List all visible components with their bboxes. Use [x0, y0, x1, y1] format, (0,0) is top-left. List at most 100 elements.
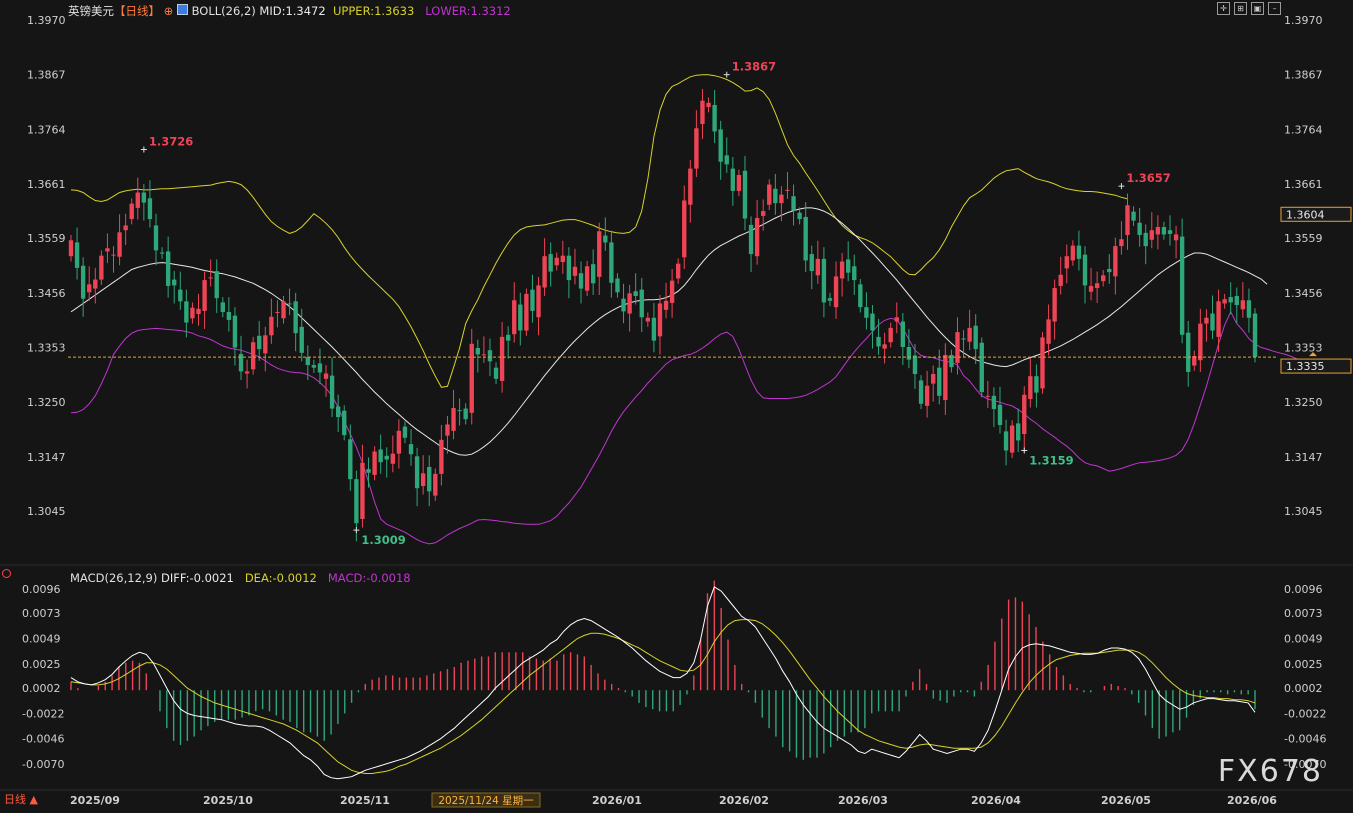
x-tick-label: 2026/05 [1101, 794, 1151, 807]
candle-body [323, 373, 329, 379]
candle-body [888, 327, 893, 343]
candle [979, 337, 984, 398]
macd-value: MACD:-0.0018 [327, 571, 411, 585]
candle-body [846, 259, 851, 273]
candle [1143, 224, 1148, 265]
candle [360, 444, 365, 528]
candle [876, 318, 881, 355]
candle-body [281, 301, 286, 319]
candle-body [1240, 300, 1246, 310]
candle-body [499, 336, 505, 381]
candle-body [912, 355, 918, 375]
candle [827, 292, 833, 307]
candle [499, 322, 505, 393]
candle [250, 336, 256, 375]
record-icon[interactable] [2, 569, 11, 578]
candle [730, 156, 736, 206]
period-selector[interactable]: 日线 ▲ [4, 793, 38, 806]
candle-body [651, 317, 657, 341]
candle [1198, 308, 1203, 372]
candle [536, 276, 541, 336]
candle [1137, 207, 1142, 247]
macd-y-tick-label-left: -0.0022 [22, 707, 64, 720]
candle-body [165, 251, 171, 286]
candle [918, 375, 924, 410]
candle [1234, 287, 1239, 324]
candle [791, 184, 796, 226]
candle [317, 348, 323, 385]
candle-body [560, 255, 566, 263]
boll-name[interactable]: BOLL(26,2) [191, 4, 256, 18]
candle-body [141, 192, 147, 203]
minimize-icon[interactable]: – [1268, 2, 1281, 15]
y-tick-label-right: 1.3764 [1284, 123, 1323, 136]
candle-body [190, 307, 195, 319]
candle-body [518, 304, 523, 331]
candle-body [1210, 313, 1215, 331]
candle-body [299, 326, 304, 353]
candle-body [1022, 394, 1027, 435]
grid-icon[interactable]: ⊞ [1234, 2, 1247, 15]
candle [669, 268, 675, 318]
candle [1149, 212, 1154, 249]
candle-body [815, 258, 821, 276]
candle [1167, 215, 1173, 246]
macd-diff-line [70, 586, 1256, 780]
candle-body [123, 225, 128, 231]
macd-name[interactable]: MACD(26,12,9) [70, 571, 158, 585]
candle [141, 184, 147, 221]
candle-body [536, 285, 541, 318]
extreme-price-label: 1.3867 [732, 60, 776, 74]
candle [554, 252, 559, 271]
candle-body [955, 332, 960, 363]
crosshair-icon[interactable]: ✛ [1217, 2, 1230, 15]
candle [1204, 309, 1209, 342]
candle [1252, 308, 1258, 363]
extreme-price-label: 1.3657 [1126, 171, 1170, 185]
y-tick-label-left: 1.3661 [27, 178, 66, 191]
candle-body [390, 453, 395, 464]
candle [688, 160, 693, 223]
candle [572, 248, 578, 285]
candle-body [1161, 227, 1167, 235]
candle [590, 249, 596, 295]
candle [1107, 254, 1112, 284]
candle [481, 336, 487, 363]
candle-body [475, 348, 480, 355]
candle [469, 328, 474, 425]
y-tick-label-left: 1.3147 [27, 451, 66, 464]
candle [80, 257, 86, 317]
settings-icon[interactable]: ⊕ [163, 4, 174, 18]
candle [475, 339, 480, 373]
candle-body [1155, 227, 1161, 235]
candle [159, 247, 165, 259]
candle [615, 273, 620, 298]
price-tag-last: 1.3335 [1280, 358, 1352, 374]
candle-body [263, 335, 268, 354]
x-tick-label: 2026/04 [971, 794, 1021, 807]
candle [287, 288, 292, 316]
candle-body [147, 198, 153, 220]
candle [924, 370, 930, 418]
candle [961, 329, 966, 358]
candle-body [1076, 245, 1082, 259]
candle-body [973, 325, 978, 350]
candle-body [1034, 376, 1039, 393]
candle-body [1107, 268, 1112, 273]
candle [457, 398, 462, 426]
macd-dea: DEA:-0.0012 [244, 571, 317, 585]
candle [973, 314, 978, 364]
candle [639, 277, 644, 333]
candle [888, 322, 893, 348]
candle [1082, 246, 1088, 304]
candle [754, 199, 760, 265]
macd-y-tick-label-right: -0.0046 [1284, 733, 1326, 746]
candle [931, 365, 936, 402]
watermark: FX678 [1217, 754, 1323, 789]
candle-body [524, 293, 529, 331]
window-icon[interactable]: ▣ [1251, 2, 1264, 15]
candle [1052, 279, 1057, 340]
candle [1161, 221, 1167, 240]
